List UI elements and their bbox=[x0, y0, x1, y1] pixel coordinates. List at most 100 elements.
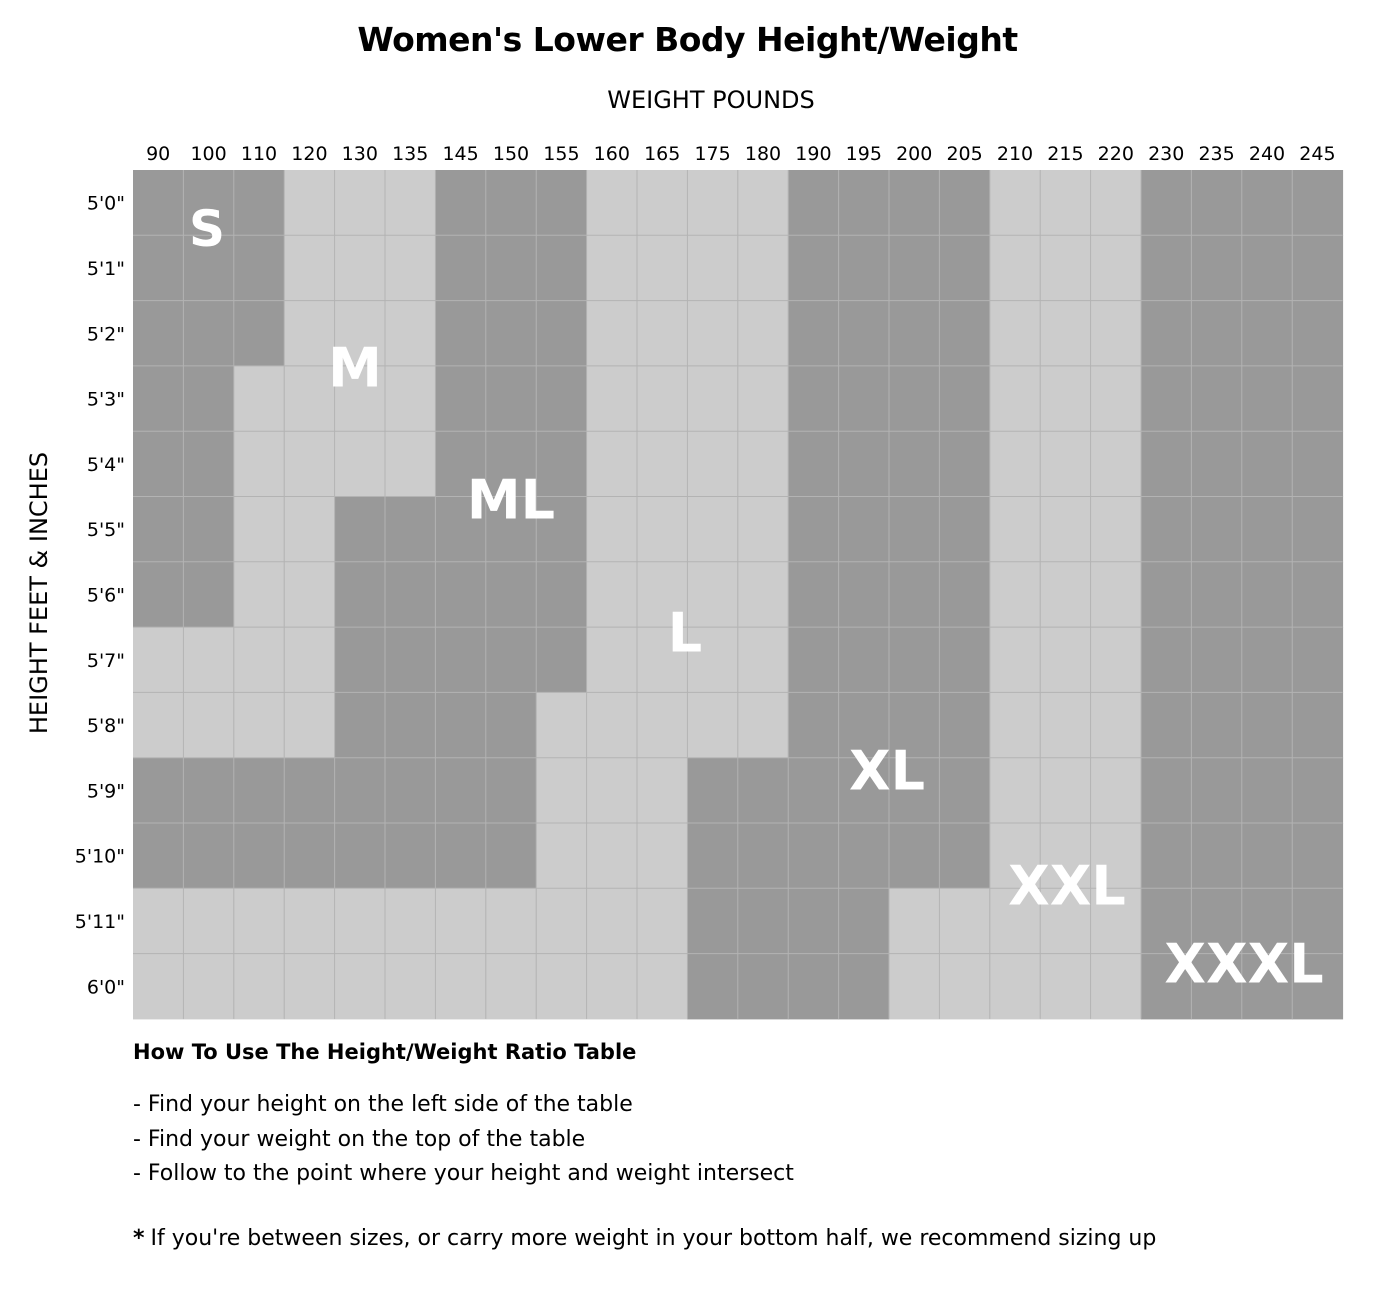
x-tick-label: 205 bbox=[946, 143, 982, 165]
cell-xl bbox=[889, 300, 940, 367]
cell-ml bbox=[183, 757, 235, 824]
cell-l bbox=[687, 627, 739, 693]
x-tick-label: 200 bbox=[896, 143, 932, 165]
cell-l bbox=[586, 170, 638, 236]
cell-xl bbox=[737, 823, 789, 889]
cell-xl bbox=[788, 561, 840, 628]
cell-xxl bbox=[1090, 496, 1142, 563]
instruction-step: - Find your height on the left side of t… bbox=[133, 1092, 633, 1117]
cell-l bbox=[536, 757, 588, 824]
cell-l bbox=[737, 235, 789, 302]
cell-xl bbox=[939, 757, 991, 824]
cell-ml bbox=[435, 431, 487, 497]
cell-xl bbox=[889, 496, 940, 563]
y-tick-label: 5'2" bbox=[87, 323, 125, 345]
cell-l bbox=[284, 888, 336, 955]
cell-xl bbox=[939, 627, 991, 693]
cell-m bbox=[233, 627, 285, 693]
cell-s bbox=[183, 235, 235, 302]
cell-s bbox=[133, 365, 184, 432]
cell-ml bbox=[435, 823, 487, 889]
cell-xxxl bbox=[1191, 365, 1243, 432]
cell-m bbox=[284, 235, 336, 302]
cell-s bbox=[183, 170, 235, 236]
cell-ml bbox=[284, 823, 336, 889]
cell-xxxl bbox=[1241, 235, 1293, 302]
x-tick-label: 160 bbox=[594, 143, 630, 165]
cell-ml bbox=[485, 170, 537, 236]
cell-l bbox=[737, 170, 789, 236]
cell-xl bbox=[838, 888, 890, 955]
cell-m bbox=[233, 692, 285, 759]
cell-xxxl bbox=[1191, 431, 1243, 497]
cell-xxl bbox=[1040, 888, 1092, 955]
cell-m bbox=[233, 431, 285, 497]
cell-xxxl bbox=[1292, 170, 1344, 236]
y-tick-label: 5'7" bbox=[87, 650, 125, 672]
cell-xl bbox=[788, 170, 840, 236]
cell-xxl bbox=[1090, 431, 1142, 497]
cell-xl bbox=[939, 692, 991, 759]
cell-m bbox=[284, 561, 336, 628]
cell-s bbox=[183, 300, 235, 367]
cell-ml bbox=[334, 692, 386, 759]
cell-xxl bbox=[989, 757, 1041, 824]
cell-l bbox=[586, 300, 638, 367]
cell-l bbox=[637, 692, 688, 759]
cell-xl bbox=[889, 823, 940, 889]
instruction-step: - Find your weight on the top of the tab… bbox=[133, 1126, 586, 1152]
cell-l bbox=[737, 496, 789, 563]
size-label-xxl: XXL bbox=[1008, 855, 1126, 918]
cell-xxxl bbox=[1191, 888, 1243, 955]
cell-xxl bbox=[989, 496, 1041, 563]
cell-xl bbox=[939, 561, 991, 628]
cell-s bbox=[183, 365, 235, 432]
cell-ml bbox=[485, 496, 537, 563]
cell-xl bbox=[737, 757, 789, 824]
cell-xxl bbox=[1040, 561, 1092, 628]
x-tick-label: 120 bbox=[291, 143, 327, 165]
y-tick-label: 5'10" bbox=[75, 846, 125, 868]
cell-xxl bbox=[1040, 823, 1092, 889]
cell-l bbox=[586, 431, 638, 497]
cell-xl bbox=[838, 170, 890, 236]
cell-xxl bbox=[1090, 170, 1142, 236]
cell-ml bbox=[183, 823, 235, 889]
cell-s bbox=[233, 170, 285, 236]
cell-l bbox=[737, 300, 789, 367]
cell-ml bbox=[435, 365, 487, 432]
cell-s bbox=[133, 431, 184, 497]
y-tick-label: 5'1" bbox=[87, 258, 125, 280]
cell-ml bbox=[485, 823, 537, 889]
y-tick-label: 5'11" bbox=[75, 911, 125, 933]
cell-xxxl bbox=[1191, 692, 1243, 759]
cell-m bbox=[334, 235, 386, 302]
cell-xxxl bbox=[1191, 561, 1243, 628]
cell-xxxl bbox=[1241, 365, 1293, 432]
cell-ml bbox=[435, 235, 487, 302]
cell-m bbox=[233, 561, 285, 628]
x-tick-label: 180 bbox=[745, 143, 781, 165]
cell-xxxl bbox=[1191, 496, 1243, 563]
cell-l bbox=[485, 953, 537, 1020]
x-tick-label: 165 bbox=[644, 143, 680, 165]
cell-xxl bbox=[1090, 627, 1142, 693]
y-tick-label: 6'0" bbox=[87, 976, 125, 998]
cell-l bbox=[233, 953, 285, 1020]
cell-xxl bbox=[1090, 953, 1142, 1020]
cell-ml bbox=[385, 627, 436, 693]
cell-l bbox=[485, 888, 537, 955]
cell-xxxl bbox=[1292, 561, 1344, 628]
cell-xl bbox=[939, 365, 991, 432]
cell-xxl bbox=[1040, 757, 1092, 824]
cell-s bbox=[133, 170, 184, 236]
cell-xxl bbox=[1090, 561, 1142, 628]
cell-ml bbox=[385, 561, 436, 628]
cell-xxl bbox=[989, 953, 1041, 1020]
cell-xl bbox=[889, 627, 940, 693]
cell-ml bbox=[536, 300, 588, 367]
cell-xxxl bbox=[1241, 496, 1293, 563]
cell-m bbox=[284, 431, 336, 497]
cell-ml bbox=[485, 757, 537, 824]
cell-xxl bbox=[989, 300, 1041, 367]
